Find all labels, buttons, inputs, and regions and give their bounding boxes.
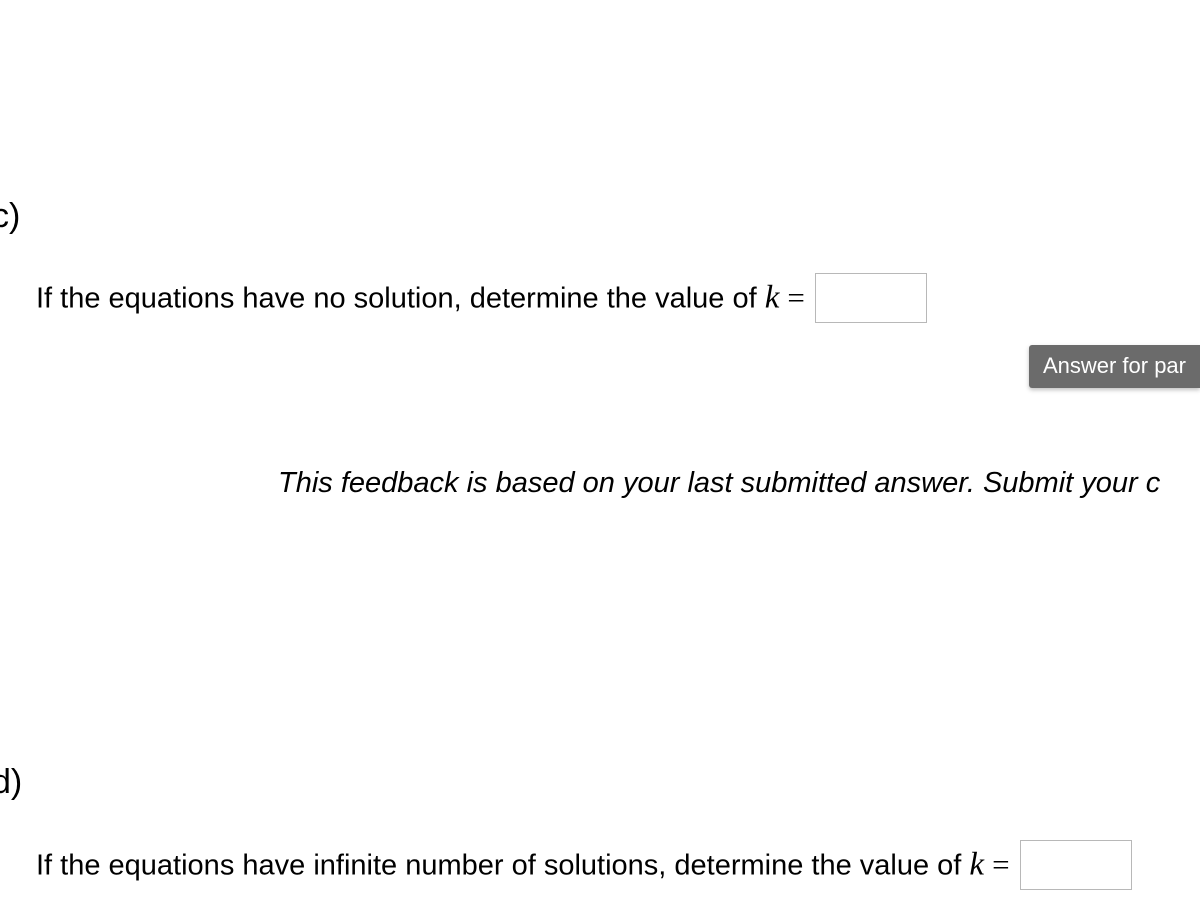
part-c-label: c)	[0, 197, 20, 236]
part-d-variable-k: k	[969, 847, 984, 883]
part-d-equals: =	[992, 847, 1009, 882]
part-d-question-text: If the equations have infinite number of…	[36, 850, 969, 882]
feedback-message: This feedback is based on your last subm…	[278, 467, 1160, 500]
part-c-equals: =	[787, 280, 804, 315]
part-d-label: d)	[0, 763, 22, 802]
answer-tooltip[interactable]: Answer for par	[1029, 345, 1200, 388]
part-c-variable-k: k	[765, 280, 780, 316]
part-d-question: If the equations have infinite number of…	[36, 842, 1132, 892]
question-container: c) If the equations have no solution, de…	[0, 0, 1200, 902]
part-c-question-text: If the equations have no solution, deter…	[36, 283, 765, 315]
part-d-answer-input[interactable]	[1020, 840, 1132, 890]
part-c-question: If the equations have no solution, deter…	[36, 275, 927, 325]
part-c-answer-input[interactable]	[815, 273, 927, 323]
